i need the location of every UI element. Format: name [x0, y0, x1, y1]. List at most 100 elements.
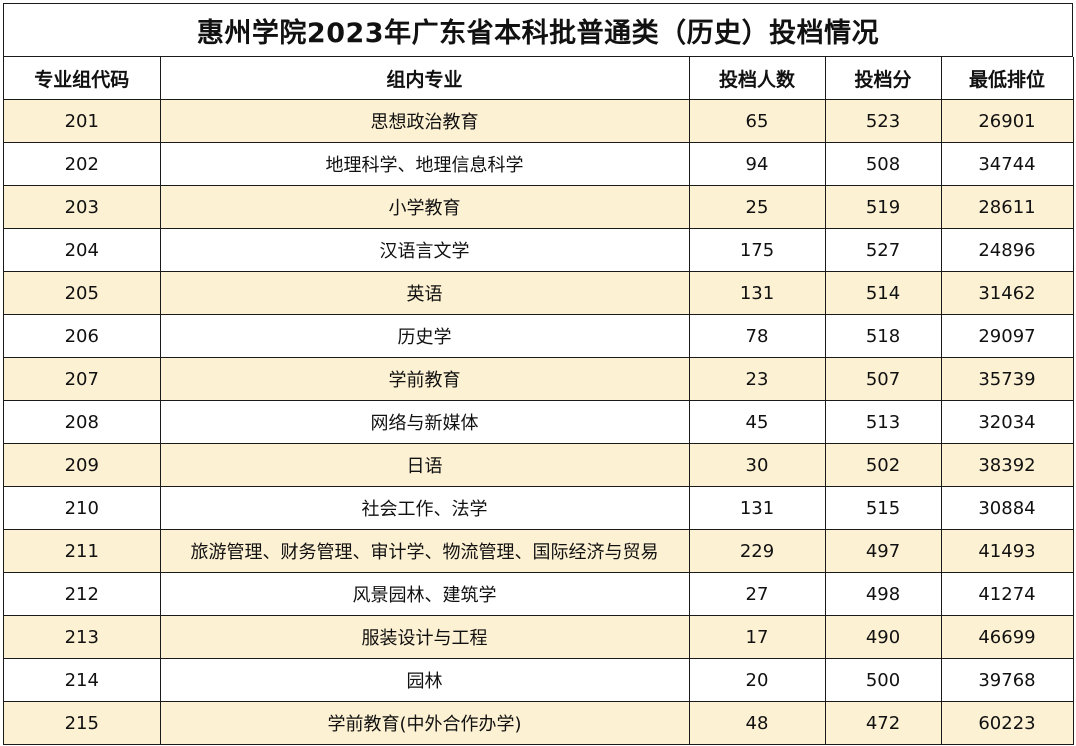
table-row: 207 学前教育 23 507 35739: [4, 357, 1074, 401]
admission-score-cell: 519: [825, 185, 942, 229]
admission-score-cell: 502: [825, 443, 942, 487]
table-row: 214 园林 20 500 39768: [4, 658, 1074, 702]
lowest-rank-cell: 34744: [941, 142, 1074, 186]
majors-cell: 社会工作、法学: [160, 486, 690, 530]
admitted-count-cell: 131: [689, 271, 826, 315]
group-code-cell: 208: [4, 400, 161, 444]
admitted-count-cell: 175: [689, 228, 826, 272]
group-code-cell: 209: [4, 443, 161, 487]
table-row: 212 风景园林、建筑学 27 498 41274: [4, 572, 1074, 616]
header-admitted-count: 投档人数: [689, 57, 826, 100]
admitted-count-cell: 94: [689, 142, 826, 186]
admitted-count-cell: 17: [689, 615, 826, 659]
table-row: 202 地理科学、地理信息科学 94 508 34744: [4, 142, 1074, 186]
admission-score-cell: 527: [825, 228, 942, 272]
majors-cell: 学前教育(中外合作办学): [160, 701, 690, 745]
admission-score-cell: 490: [825, 615, 942, 659]
group-code-cell: 214: [4, 658, 161, 702]
majors-cell: 小学教育: [160, 185, 690, 229]
group-code-cell: 211: [4, 529, 161, 573]
admitted-count-cell: 229: [689, 529, 826, 573]
majors-cell: 旅游管理、财务管理、审计学、物流管理、国际经济与贸易: [160, 529, 690, 573]
admission-score-cell: 508: [825, 142, 942, 186]
majors-cell: 日语: [160, 443, 690, 487]
admission-score-cell: 497: [825, 529, 942, 573]
lowest-rank-cell: 35739: [941, 357, 1074, 401]
header-admission-score: 投档分: [825, 57, 942, 100]
group-code-cell: 215: [4, 701, 161, 745]
lowest-rank-cell: 31462: [941, 271, 1074, 315]
table-row: 210 社会工作、法学 131 515 30884: [4, 486, 1074, 530]
majors-cell: 汉语言文学: [160, 228, 690, 272]
group-code-cell: 203: [4, 185, 161, 229]
table-body: 201 思想政治教育 65 523 26901 202 地理科学、地理信息科学 94 508 34…: [4, 99, 1074, 745]
majors-cell: 思想政治教育: [160, 99, 690, 143]
majors-cell: 地理科学、地理信息科学: [160, 142, 690, 186]
lowest-rank-cell: 60223: [941, 701, 1074, 745]
table-title: 惠州学院2023年广东省本科批普通类（历史）投档情况: [4, 4, 1073, 57]
header-group-code: 专业组代码: [4, 57, 161, 100]
admitted-count-cell: 78: [689, 314, 826, 358]
lowest-rank-cell: 28611: [941, 185, 1074, 229]
group-code-cell: 205: [4, 271, 161, 315]
lowest-rank-cell: 30884: [941, 486, 1074, 530]
majors-cell: 服装设计与工程: [160, 615, 690, 659]
lowest-rank-cell: 38392: [941, 443, 1074, 487]
table-row: 209 日语 30 502 38392: [4, 443, 1074, 487]
group-code-cell: 204: [4, 228, 161, 272]
admission-score-cell: 523: [825, 99, 942, 143]
admission-table-sheet: 惠州学院2023年广东省本科批普通类（历史）投档情况 专业组代码 组内专业 投档…: [3, 3, 1074, 745]
majors-cell: 风景园林、建筑学: [160, 572, 690, 616]
majors-cell: 学前教育: [160, 357, 690, 401]
table-row: 215 学前教育(中外合作办学) 48 472 60223: [4, 701, 1074, 745]
admission-score-cell: 518: [825, 314, 942, 358]
table-row: 208 网络与新媒体 45 513 32034: [4, 400, 1074, 444]
admitted-count-cell: 131: [689, 486, 826, 530]
admission-score-cell: 514: [825, 271, 942, 315]
majors-cell: 园林: [160, 658, 690, 702]
admission-score-cell: 498: [825, 572, 942, 616]
admission-score-cell: 500: [825, 658, 942, 702]
admitted-count-cell: 65: [689, 99, 826, 143]
table-row: 204 汉语言文学 175 527 24896: [4, 228, 1074, 272]
admitted-count-cell: 48: [689, 701, 826, 745]
group-code-cell: 212: [4, 572, 161, 616]
lowest-rank-cell: 41493: [941, 529, 1074, 573]
table-row: 206 历史学 78 518 29097: [4, 314, 1074, 358]
lowest-rank-cell: 24896: [941, 228, 1074, 272]
lowest-rank-cell: 39768: [941, 658, 1074, 702]
admitted-count-cell: 25: [689, 185, 826, 229]
admission-score-cell: 513: [825, 400, 942, 444]
group-code-cell: 213: [4, 615, 161, 659]
lowest-rank-cell: 46699: [941, 615, 1074, 659]
lowest-rank-cell: 29097: [941, 314, 1074, 358]
majors-cell: 网络与新媒体: [160, 400, 690, 444]
lowest-rank-cell: 41274: [941, 572, 1074, 616]
majors-cell: 英语: [160, 271, 690, 315]
table-row: 211 旅游管理、财务管理、审计学、物流管理、国际经济与贸易 229 497 41493: [4, 529, 1074, 573]
table-row: 201 思想政治教育 65 523 26901: [4, 99, 1074, 143]
group-code-cell: 201: [4, 99, 161, 143]
header-row: 专业组代码 组内专业 投档人数 投档分 最低排位: [4, 57, 1074, 100]
admitted-count-cell: 20: [689, 658, 826, 702]
header-lowest-rank: 最低排位: [941, 57, 1074, 100]
lowest-rank-cell: 26901: [941, 99, 1074, 143]
table-row: 203 小学教育 25 519 28611: [4, 185, 1074, 229]
header-majors: 组内专业: [160, 57, 690, 100]
group-code-cell: 206: [4, 314, 161, 358]
table-row: 213 服装设计与工程 17 490 46699: [4, 615, 1074, 659]
admitted-count-cell: 30: [689, 443, 826, 487]
majors-cell: 历史学: [160, 314, 690, 358]
admitted-count-cell: 45: [689, 400, 826, 444]
group-code-cell: 202: [4, 142, 161, 186]
admission-score-cell: 472: [825, 701, 942, 745]
admission-score-cell: 507: [825, 357, 942, 401]
admitted-count-cell: 27: [689, 572, 826, 616]
table-row: 205 英语 131 514 31462: [4, 271, 1074, 315]
admission-table: 专业组代码 组内专业 投档人数 投档分 最低排位 201 思想政治教育 65 523 2…: [4, 57, 1074, 745]
admission-score-cell: 515: [825, 486, 942, 530]
lowest-rank-cell: 32034: [941, 400, 1074, 444]
group-code-cell: 210: [4, 486, 161, 530]
group-code-cell: 207: [4, 357, 161, 401]
admitted-count-cell: 23: [689, 357, 826, 401]
